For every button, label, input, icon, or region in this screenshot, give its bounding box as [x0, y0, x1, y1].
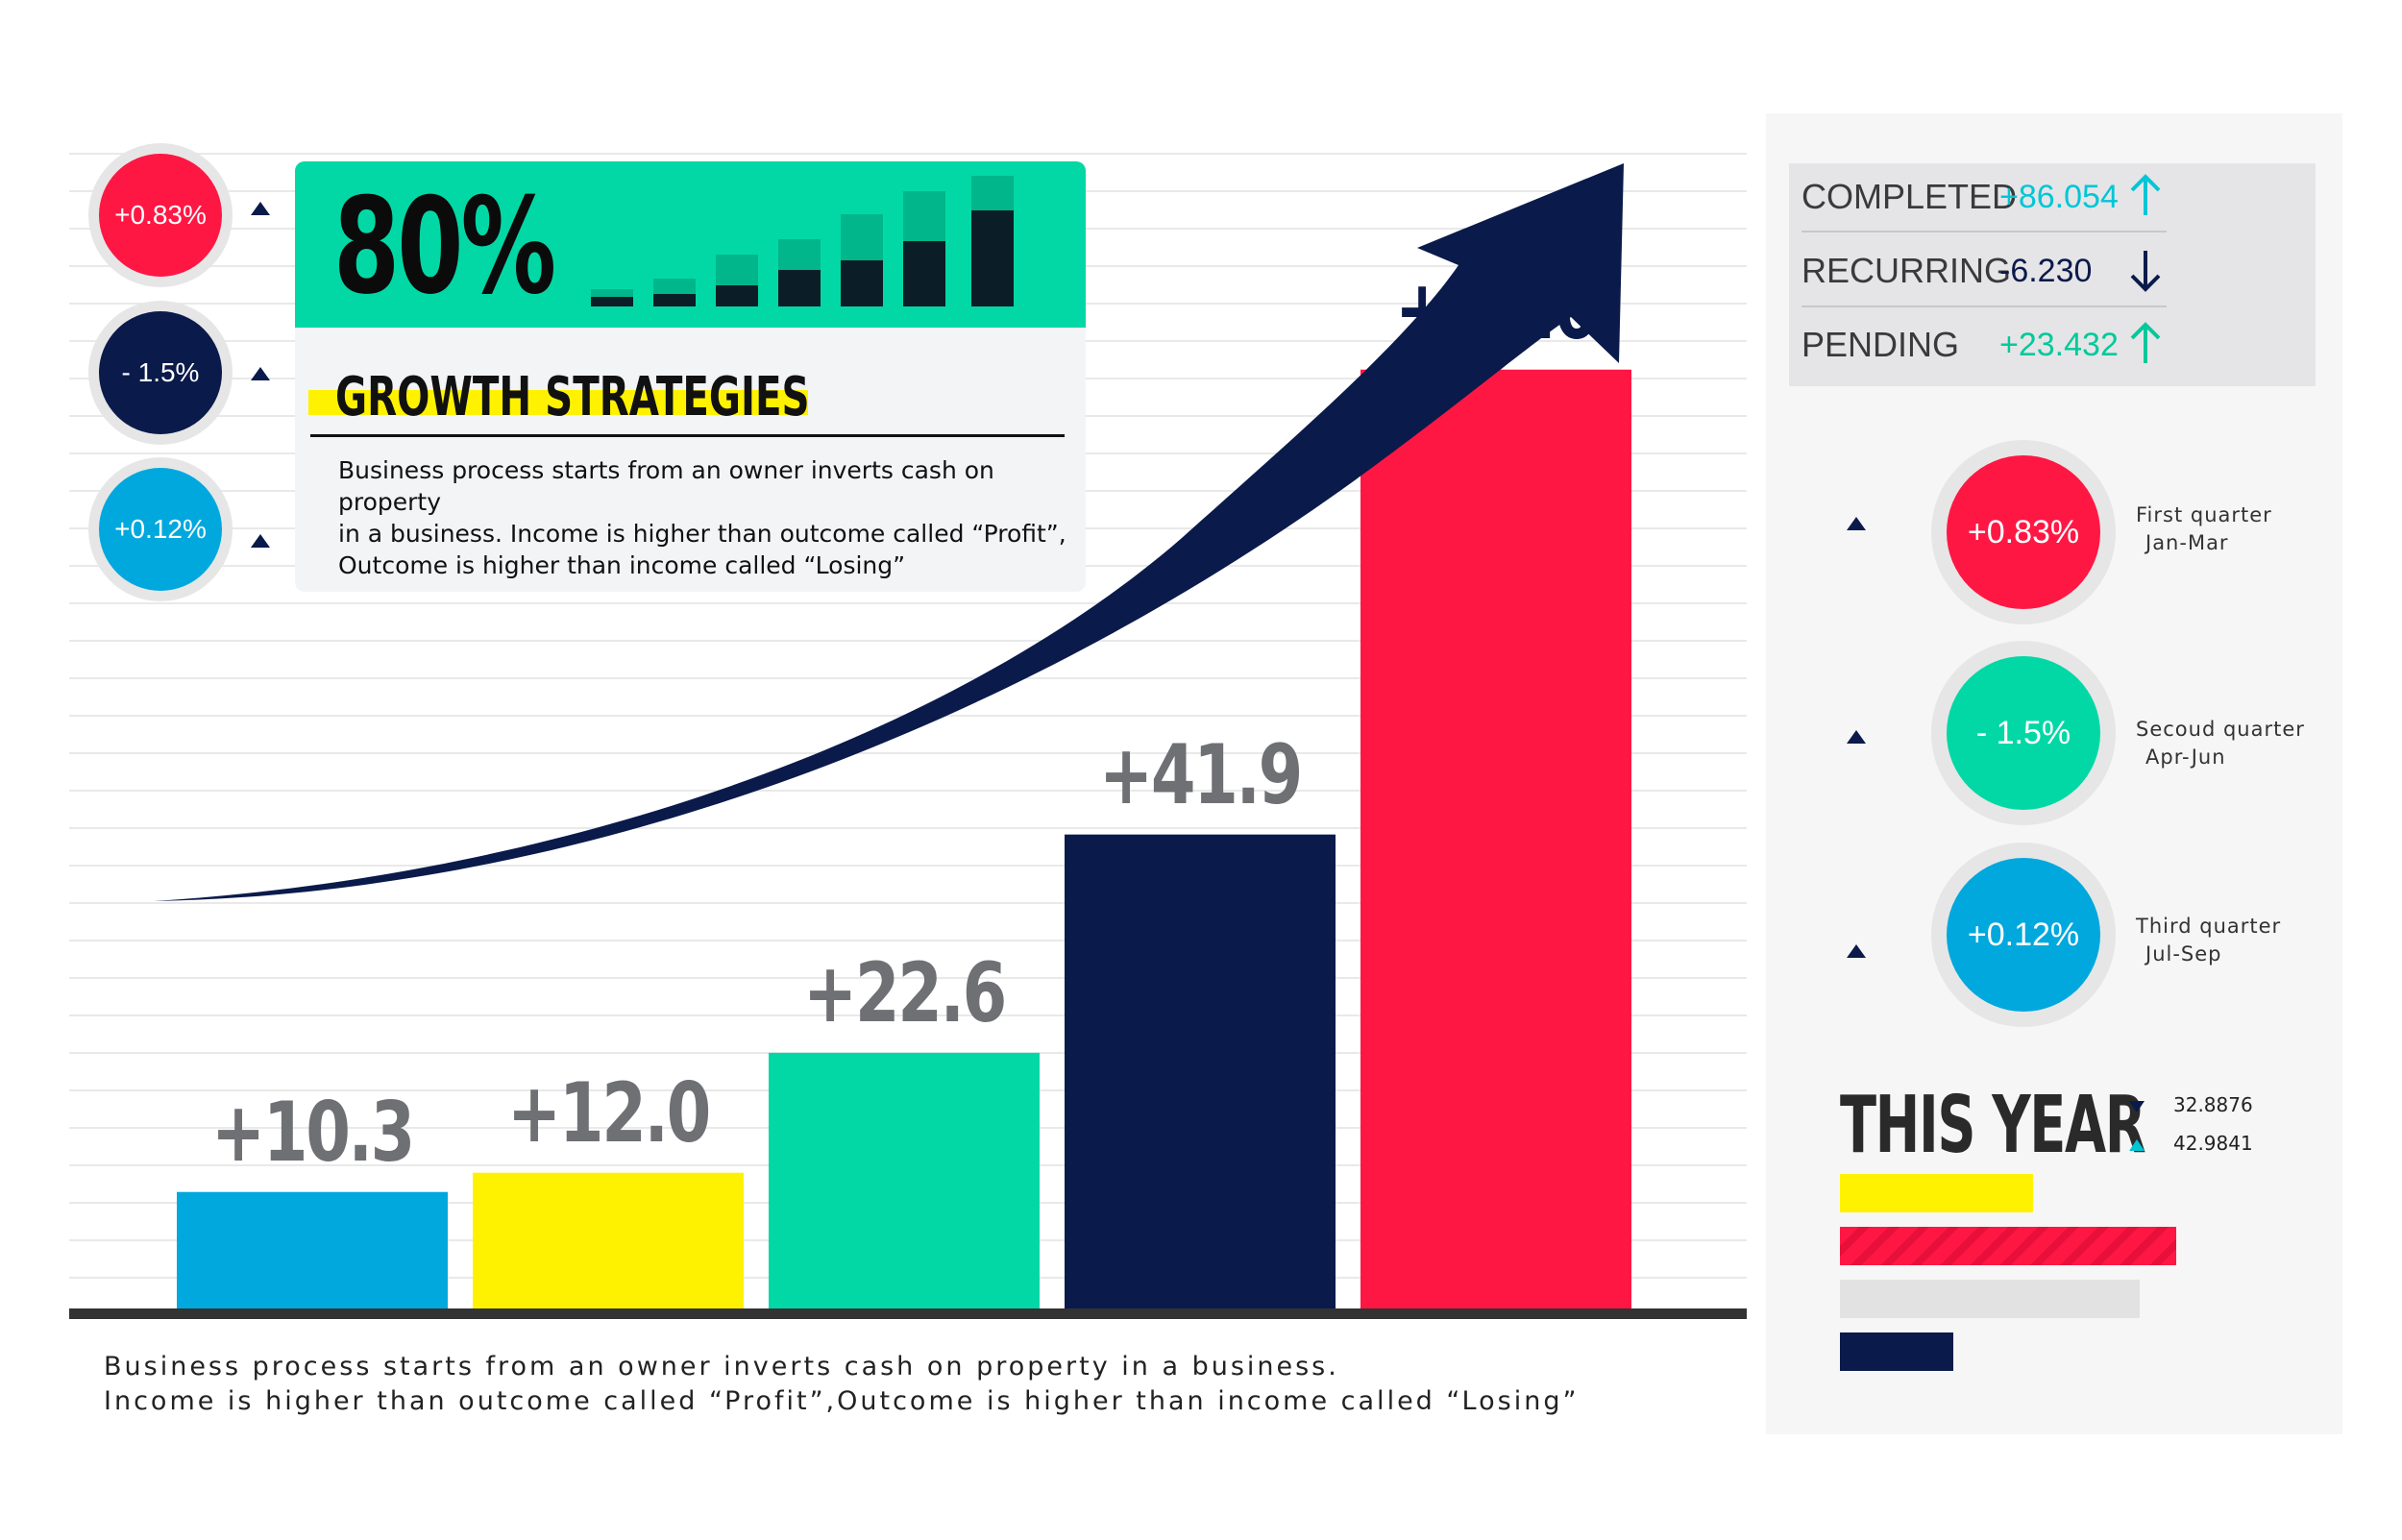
this-year-title: THIS YEAR — [1840, 1080, 2146, 1171]
bar-value-label-5: +83.0 — [1394, 261, 1599, 358]
up-triangle-icon — [1847, 517, 1866, 530]
bar-value-label-4: +41.9 — [1098, 726, 1303, 823]
card-description: Business process starts from an owner in… — [338, 456, 1066, 579]
arrow-down-icon — [2130, 251, 2161, 292]
up-triangle-icon — [251, 202, 270, 215]
growth-card: 80% GROWTH STRATEGIES Business process s… — [295, 161, 1086, 592]
stat-value: -6.230 — [1999, 253, 2093, 289]
quarter-value: +0.12% — [1947, 858, 2100, 1012]
stat-label: PENDING — [1802, 325, 1960, 364]
bar-1 — [177, 1191, 448, 1308]
quarter-value: - 1.5% — [1947, 656, 2100, 810]
this-year-bar-3 — [1840, 1280, 2140, 1318]
quarter-label: First quarter Jan-Mar — [2136, 501, 2272, 557]
quarter-label: Third quarter Jul-Sep — [2136, 913, 2281, 968]
mini-bar-chart-icon — [591, 297, 633, 306]
up-triangle-icon — [251, 367, 270, 380]
this-year-bar-2 — [1840, 1227, 2176, 1265]
bottom-description-line-1: Business process starts from an owner in… — [104, 1352, 1339, 1381]
up-triangle-icon — [2129, 1139, 2145, 1151]
bar-4 — [1065, 834, 1336, 1308]
left-bubble-value: +0.12% — [99, 468, 222, 591]
this-year-up-value: 42.9841 — [2173, 1132, 2253, 1155]
divider — [1802, 306, 2167, 307]
divider — [1802, 231, 2167, 232]
quarter-months: Apr-Jun — [2145, 746, 2226, 769]
stats-box — [1789, 163, 2316, 386]
left-bubble-value: - 1.5% — [99, 311, 222, 434]
stat-pending: PENDING +23.432 — [1802, 309, 2167, 382]
bar-3 — [769, 1052, 1040, 1308]
bar-value-label-3: +22.6 — [802, 944, 1007, 1041]
down-triangle-icon — [2129, 1101, 2145, 1112]
bar-value-label-2: +12.0 — [506, 1064, 711, 1161]
card-title: GROWTH STRATEGIES — [335, 366, 810, 428]
stat-completed: COMPLETED +86.054 — [1802, 161, 2167, 234]
quarter-months: Jul-Sep — [2145, 942, 2222, 966]
left-bubble-value: +0.83% — [99, 154, 222, 277]
bar-2 — [473, 1172, 744, 1308]
up-triangle-icon — [251, 534, 270, 548]
bar-5 — [1360, 369, 1631, 1308]
quarter-name: First quarter — [2136, 503, 2272, 526]
this-year-bar-1 — [1840, 1174, 2034, 1212]
chart-bars — [177, 369, 1631, 1308]
quarter-months: Jan-Mar — [2145, 531, 2229, 554]
quarter-label: Secoud quarter Apr-Jun — [2136, 716, 2305, 771]
bottom-description: Business process starts from an owner in… — [104, 1350, 1579, 1419]
bar-value-label-1: +10.3 — [210, 1084, 415, 1181]
arrow-up-icon — [2130, 322, 2161, 363]
chart-baseline — [69, 1308, 1747, 1319]
big-percentage: 80% — [333, 169, 556, 324]
quarter-name: Secoud quarter — [2136, 718, 2305, 741]
stat-recurring: RECURRING -6.230 — [1802, 235, 2167, 308]
divider — [310, 434, 1065, 437]
stat-value: +86.054 — [1999, 179, 2119, 215]
stat-label: COMPLETED — [1802, 177, 2018, 216]
bottom-description-line-2: Income is higher than outcome called “Pr… — [104, 1386, 1580, 1416]
up-triangle-icon — [1847, 730, 1866, 744]
quarter-value: +0.83% — [1947, 455, 2100, 609]
up-triangle-icon — [1847, 944, 1866, 958]
this-year-down-value: 32.8876 — [2173, 1093, 2253, 1116]
stat-value: +23.432 — [1999, 327, 2119, 363]
trend-arrow — [154, 163, 1624, 901]
arrow-up-icon — [2130, 174, 2161, 215]
title-highlight — [308, 390, 808, 415]
this-year-bar-4 — [1840, 1332, 1953, 1371]
quarter-name: Third quarter — [2136, 915, 2282, 938]
card-header: 80% — [295, 161, 1086, 328]
stat-label: RECURRING — [1802, 251, 2012, 290]
